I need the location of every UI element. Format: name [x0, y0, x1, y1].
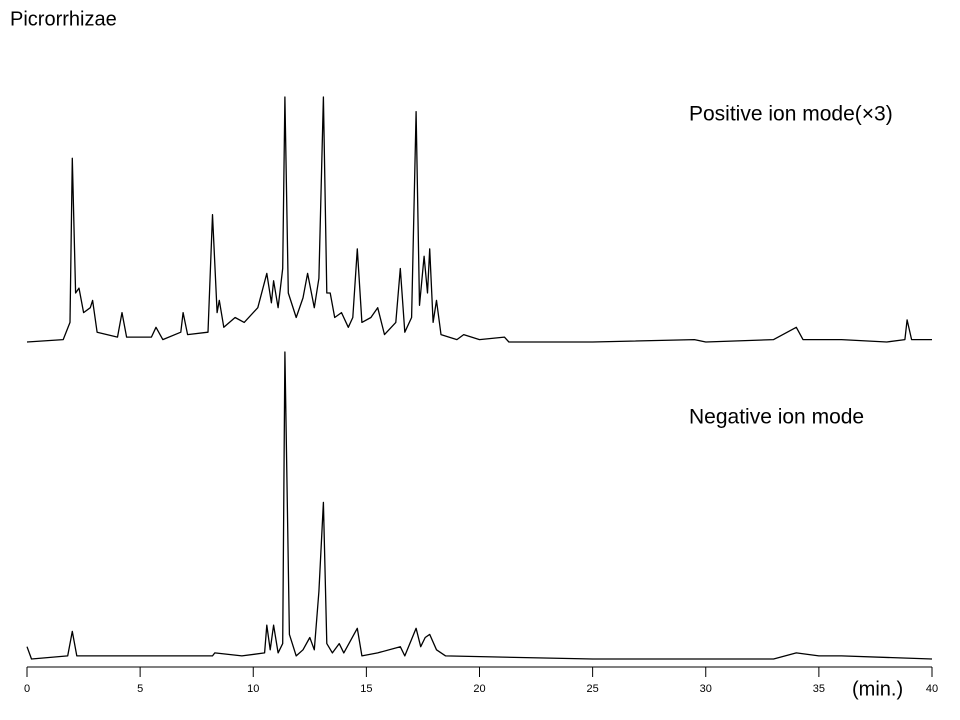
- x-tick-label: 40: [926, 683, 938, 695]
- annotation: Negative ion mode: [689, 406, 864, 429]
- x-tick-label: 30: [700, 683, 712, 695]
- trace: [26, 351, 933, 660]
- x-axis-label: (min.): [852, 678, 903, 700]
- x-tick-label: 35: [813, 683, 825, 695]
- trace: [26, 96, 932, 343]
- x-tick-label: 25: [587, 683, 599, 695]
- annotation: Positive ion mode(×3): [689, 103, 893, 126]
- x-tick-label: 0: [24, 683, 30, 695]
- x-tick-label: 20: [473, 683, 485, 695]
- chart-title: Picrorrhizae: [10, 8, 117, 30]
- x-tick-label: 5: [137, 683, 143, 695]
- x-tick-label: 10: [247, 683, 259, 695]
- x-tick-label: 15: [360, 683, 372, 695]
